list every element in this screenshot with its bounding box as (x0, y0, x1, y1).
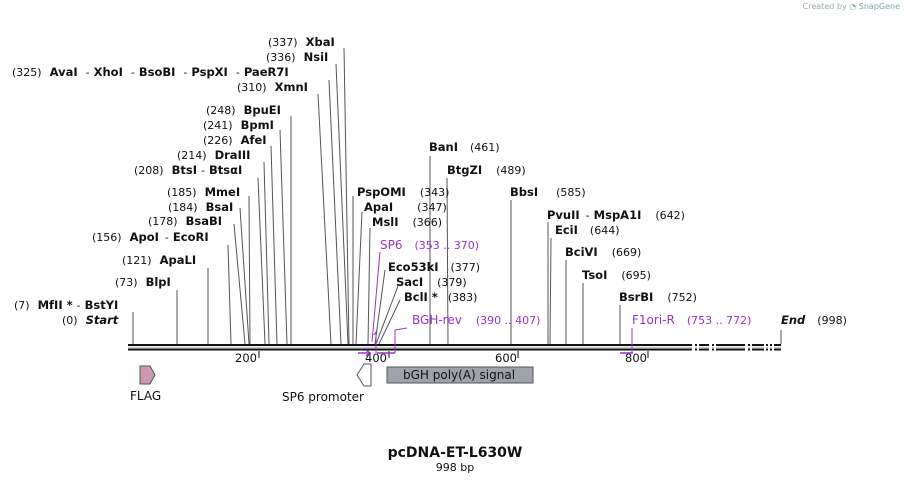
cut-line-nsii (335, 63, 349, 345)
cut-site-lines (132, 47, 782, 345)
enzyme-label-draiii: (214) DraIII (177, 148, 250, 162)
cut-line-saci (375, 285, 399, 345)
enzyme-label-saci: SacI (379) (396, 275, 467, 289)
primer-label-sp6: SP6 (353 .. 370) (380, 238, 479, 252)
start-label: (0) Start (62, 313, 119, 327)
right-enzyme-labels: PspOMI (343) ApaI (347) MslI (366) Eco53kI(… (357, 140, 697, 304)
cut-line-btgzi (446, 177, 449, 345)
end-label: End (998) (781, 313, 847, 327)
backbone-hatch (692, 343, 774, 351)
enzyme-label-apali: (121) ApaLI (122, 253, 196, 267)
cut-line-btsi (257, 177, 266, 345)
cut-line-draiii (263, 161, 270, 345)
axis-tick-400: 400 (365, 351, 387, 365)
snapgene-credit: Created by ◔ SnapGene (803, 2, 900, 11)
enzyme-label-nsii: (336) NsiI (266, 50, 328, 64)
primer-label-f1ori-r: F1ori-R (753 .. 772) (632, 313, 751, 327)
feature-label-flag: FLAG (130, 389, 161, 403)
enzyme-label-bpuei: (248) BpuEI (206, 103, 281, 117)
primer-arrowhead-sp6 (365, 349, 372, 357)
enzyme-label-mfli: (7) MfII * - BstYI (14, 298, 118, 312)
snapgene-logo-icon: ◔ (849, 2, 857, 11)
cut-line-bsai (239, 207, 250, 345)
enzyme-label-pvuii: PvuII - MspA1I (642) (547, 208, 685, 222)
enzyme-label-pspomi: PspOMI (343) (357, 185, 449, 199)
feature-label-bgh-polya: bGH poly(A) signal (403, 368, 515, 382)
enzyme-label-tsoi: TsoI (695) (582, 268, 651, 282)
primer-leader-sp6 (373, 330, 377, 353)
enzyme-label-btsi: (208) BtsI - BtsαI (134, 163, 242, 177)
cut-line-bpmi (279, 129, 288, 345)
axis-tick-marks (258, 351, 649, 358)
enzyme-label-bani: BanI (461) (429, 140, 500, 154)
enzyme-label-btgzi: BtgZI (489) (447, 163, 526, 177)
cut-line-xmni (317, 93, 332, 345)
primer-leader-bgh (394, 327, 408, 353)
enzyme-label-bbsi: BbsI (585) (510, 185, 586, 199)
cut-line-ecii (549, 237, 552, 345)
enzyme-label-blpi: (73) BlpI (115, 275, 171, 289)
sp6-promoter-feature-arrow (356, 363, 372, 387)
axis-tick-800: 800 (625, 351, 647, 365)
credit-prefix: Created by (802, 2, 847, 11)
flag-feature-arrow (139, 365, 156, 385)
cut-line-mmei (248, 195, 251, 345)
enzyme-label-ecii: EciI (644) (555, 223, 620, 237)
cut-line-apai (355, 211, 363, 345)
enzyme-label-msli: MslI (366) (372, 215, 442, 229)
enzyme-label-apoi: (156) ApoI - EcoRI (92, 230, 209, 244)
primer-label-bgh-rev: BGH-rev (390 .. 407) (412, 313, 540, 327)
enzyme-label-bcivi: BciVI (669) (565, 245, 641, 259)
cut-line-afei (270, 145, 278, 345)
dna-backbone (128, 344, 781, 351)
enzyme-label-bsai: (184) BsaI (168, 200, 233, 214)
left-enzyme-labels: (7) MfII * - BstYI (73) BlpI (121) ApaLI (156… (12, 35, 335, 312)
enzyme-label-avai: (325) AvaI - XhoI - BsoBI - PspXI - PaeR7I (12, 65, 289, 79)
enzyme-label-mmei: (185) MmeI (167, 185, 240, 199)
cut-line-xbai (343, 47, 350, 345)
bgh-polya-feature-box (386, 366, 534, 384)
feature-label-sp6-promoter: SP6 promoter (282, 390, 364, 404)
enzyme-label-bsabi: (178) BsaBI (148, 214, 222, 228)
enzyme-label-bsrbi: BsrBI (752) (619, 290, 697, 304)
enzyme-label-bpmi: (241) BpmI (203, 118, 274, 132)
cut-line-eco53ki (374, 269, 386, 345)
cut-line-msli (367, 227, 371, 345)
cut-line-avai (328, 79, 342, 345)
enzyme-label-eco53ki: Eco53kI (377) (388, 260, 480, 274)
enzyme-label-afei: (226) AfeI (203, 133, 267, 147)
primer-arrows (358, 251, 633, 357)
credit-brand: SnapGene (858, 2, 900, 11)
enzyme-label-apai: ApaI (347) (364, 200, 447, 214)
cut-line-bcli (378, 299, 401, 345)
plasmid-length: 998 bp (436, 461, 474, 474)
plasmid-title: pcDNA-ET-L630W (388, 445, 523, 461)
enzyme-label-xbai: (337) XbaI (268, 35, 335, 49)
primer-leader-sp6b (371, 251, 381, 343)
cut-line-apoi (227, 244, 232, 345)
enzyme-label-xmni: (310) XmnI (237, 80, 308, 94)
axis-tick-600: 600 (495, 351, 517, 365)
axis-tick-200: 200 (235, 351, 257, 365)
cut-line-bsabi (233, 223, 246, 345)
enzyme-label-bcli: BclI * (383) (404, 290, 477, 304)
